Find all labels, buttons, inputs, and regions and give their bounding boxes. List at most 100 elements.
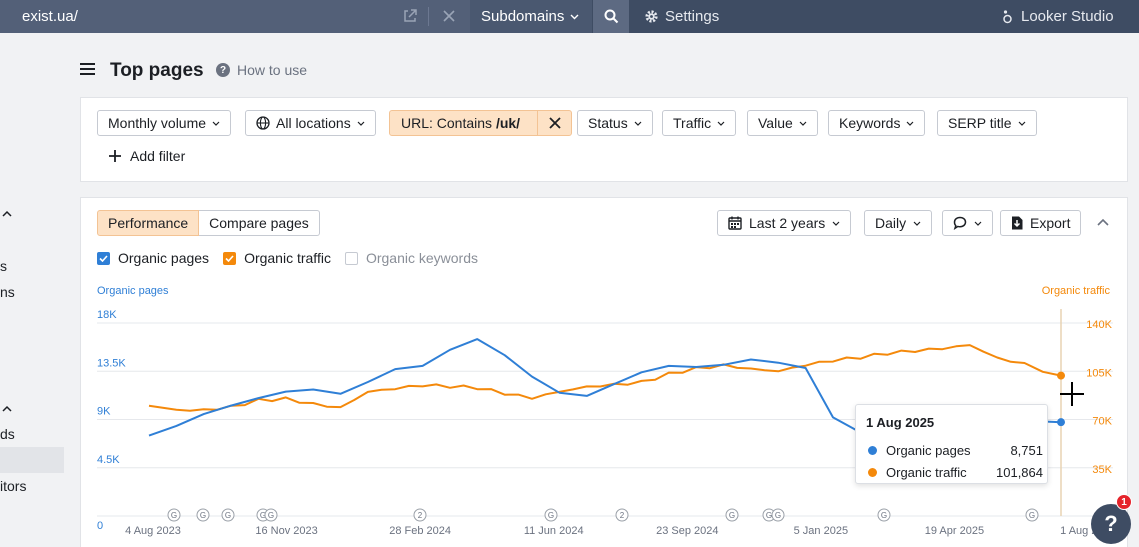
top-bar: exist.ua/ Subdomains Settings Looker Stu… [0,0,1139,33]
settings-button[interactable]: Settings [644,0,719,33]
how-to-use-label: How to use [237,62,308,78]
menu-icon[interactable] [80,62,95,76]
clear-icon[interactable] [441,8,457,24]
value-filter[interactable]: Value [747,110,818,136]
checkbox-checked-icon[interactable] [97,251,110,265]
traffic-dot-icon [868,468,877,477]
tooltip-row-traffic: Organic traffic 101,864 [868,465,1043,480]
monthly-volume-filter[interactable]: Monthly volume [97,110,232,136]
granularity-label: Daily [875,215,907,231]
export-button[interactable]: Export [1000,210,1082,236]
annotation-marker [725,508,739,522]
status-filter[interactable]: Status [577,110,653,136]
chevron-down-icon [717,121,725,126]
locations-label: All locations [276,115,351,131]
help-button[interactable]: ? [1091,504,1131,544]
status-label: Status [588,115,628,131]
value-label: Value [758,115,793,131]
annotation-label: G [200,511,206,520]
locations-filter[interactable]: All locations [245,110,376,136]
y-right-tick-label: 140K [1086,319,1112,331]
organic-pages-toggle[interactable]: Organic pages [97,250,209,266]
annotation-label: G [766,511,772,520]
annotation-marker [167,508,181,522]
url-input-box[interactable]: exist.ua/ [0,0,470,33]
url-filter-value: /uk/ [495,115,521,131]
chevron-down-icon [832,221,840,226]
add-filter-label: Add filter [130,148,186,164]
granularity-select[interactable]: Daily [864,210,933,236]
pages-dot-icon [868,446,877,455]
traffic-filter[interactable]: Traffic [662,110,737,136]
chevron-down-icon [799,121,807,126]
remove-filter-button[interactable] [537,111,571,135]
organic-traffic-point [1057,371,1065,380]
plus-icon [109,150,121,162]
looker-studio-icon [1003,10,1012,24]
url-filter-label[interactable]: URL: Contains /uk/ [390,111,531,135]
keywords-filter[interactable]: Keywords [828,110,926,136]
sidebar-item-4[interactable]: itors [0,478,27,494]
annotation-label: G [729,511,735,520]
annotation-label: G [548,511,554,520]
period-label: Last 2 years [749,215,826,231]
how-to-use-link[interactable]: ? How to use [216,62,307,78]
sidebar-item-2[interactable]: ns [0,284,15,300]
sidebar-item-active[interactable] [0,447,64,473]
chevron-up-icon[interactable] [2,210,12,218]
url-filter-prefix: URL: Contains [401,115,496,131]
chevron-down-icon [634,121,642,126]
annotation-label: G [775,511,781,520]
tooltip-traffic-value: 101,864 [996,465,1043,480]
checkbox-checked-icon[interactable] [223,251,237,265]
chevron-up-icon[interactable] [2,405,12,413]
sidebar-item-3[interactable]: ds [0,426,15,442]
series-toggles: Organic pages Organic traffic Organic ke… [97,250,478,266]
annotation-label: G [881,511,887,520]
checkbox-unchecked-icon[interactable] [344,251,358,265]
y-left-tick-label: 9K [97,406,111,418]
filter-panel: Monthly volume All locations URL: Contai… [80,97,1128,182]
url-input[interactable]: exist.ua/ [22,8,78,25]
looker-studio-link[interactable]: Looker Studio [1002,0,1114,33]
mode-select-label: Subdomains [481,8,565,25]
organic-keywords-toggle[interactable]: Organic keywords [344,250,478,266]
y-right-tick-label: 35K [1092,464,1112,476]
search-button[interactable] [593,0,629,33]
comment-icon [953,216,967,230]
left-axis-title: Organic pages [97,285,169,297]
organic-pages-label: Organic pages [118,250,210,266]
organic-traffic-toggle[interactable]: Organic traffic [223,250,331,266]
tab-performance[interactable]: Performance [97,210,200,236]
annotation-marker [221,508,235,522]
tooltip-pages-value: 8,751 [1010,443,1043,458]
mode-select[interactable]: Subdomains [470,0,592,33]
sidebar-item-1[interactable]: s [0,258,7,274]
annotation-marker [196,508,210,522]
chevron-down-icon [913,221,921,226]
chevron-up-icon[interactable] [1097,218,1109,226]
annotations-select[interactable] [942,210,993,236]
question-icon: ? [216,63,230,77]
annotation-label: G [225,511,231,520]
serp-title-filter[interactable]: SERP title [937,110,1037,136]
y-left-tick-label: 0 [97,520,103,532]
right-axis-title: Organic traffic [1041,285,1110,297]
y-right-tick-label: 70K [1092,416,1112,428]
url-divider [428,7,429,26]
chevron-down-icon [1018,121,1025,126]
add-filter-button[interactable]: Add filter [109,148,185,164]
annotation-marker [264,508,278,522]
period-select[interactable]: Last 2 years [717,210,852,236]
annotation-marker [1025,508,1039,522]
crosshair-cursor-icon [1060,382,1084,406]
x-tick-label: 5 Jan 2025 [794,525,848,537]
url-contains-filter[interactable]: URL: Contains /uk/ [389,110,573,136]
page-title: Top pages [110,60,204,81]
chevron-down-icon [570,14,579,19]
external-link-icon[interactable] [402,8,418,24]
line-chart[interactable]: 0 4.5K 9K 13.5K 18K 35K 70K 105K 140K 4 Aug 2023 1… [81,198,1129,547]
y-left-tick-label: 4.5K [97,454,120,466]
tab-compare-pages[interactable]: Compare pages [199,210,320,236]
y-right-tick-label: 105K [1086,367,1112,379]
